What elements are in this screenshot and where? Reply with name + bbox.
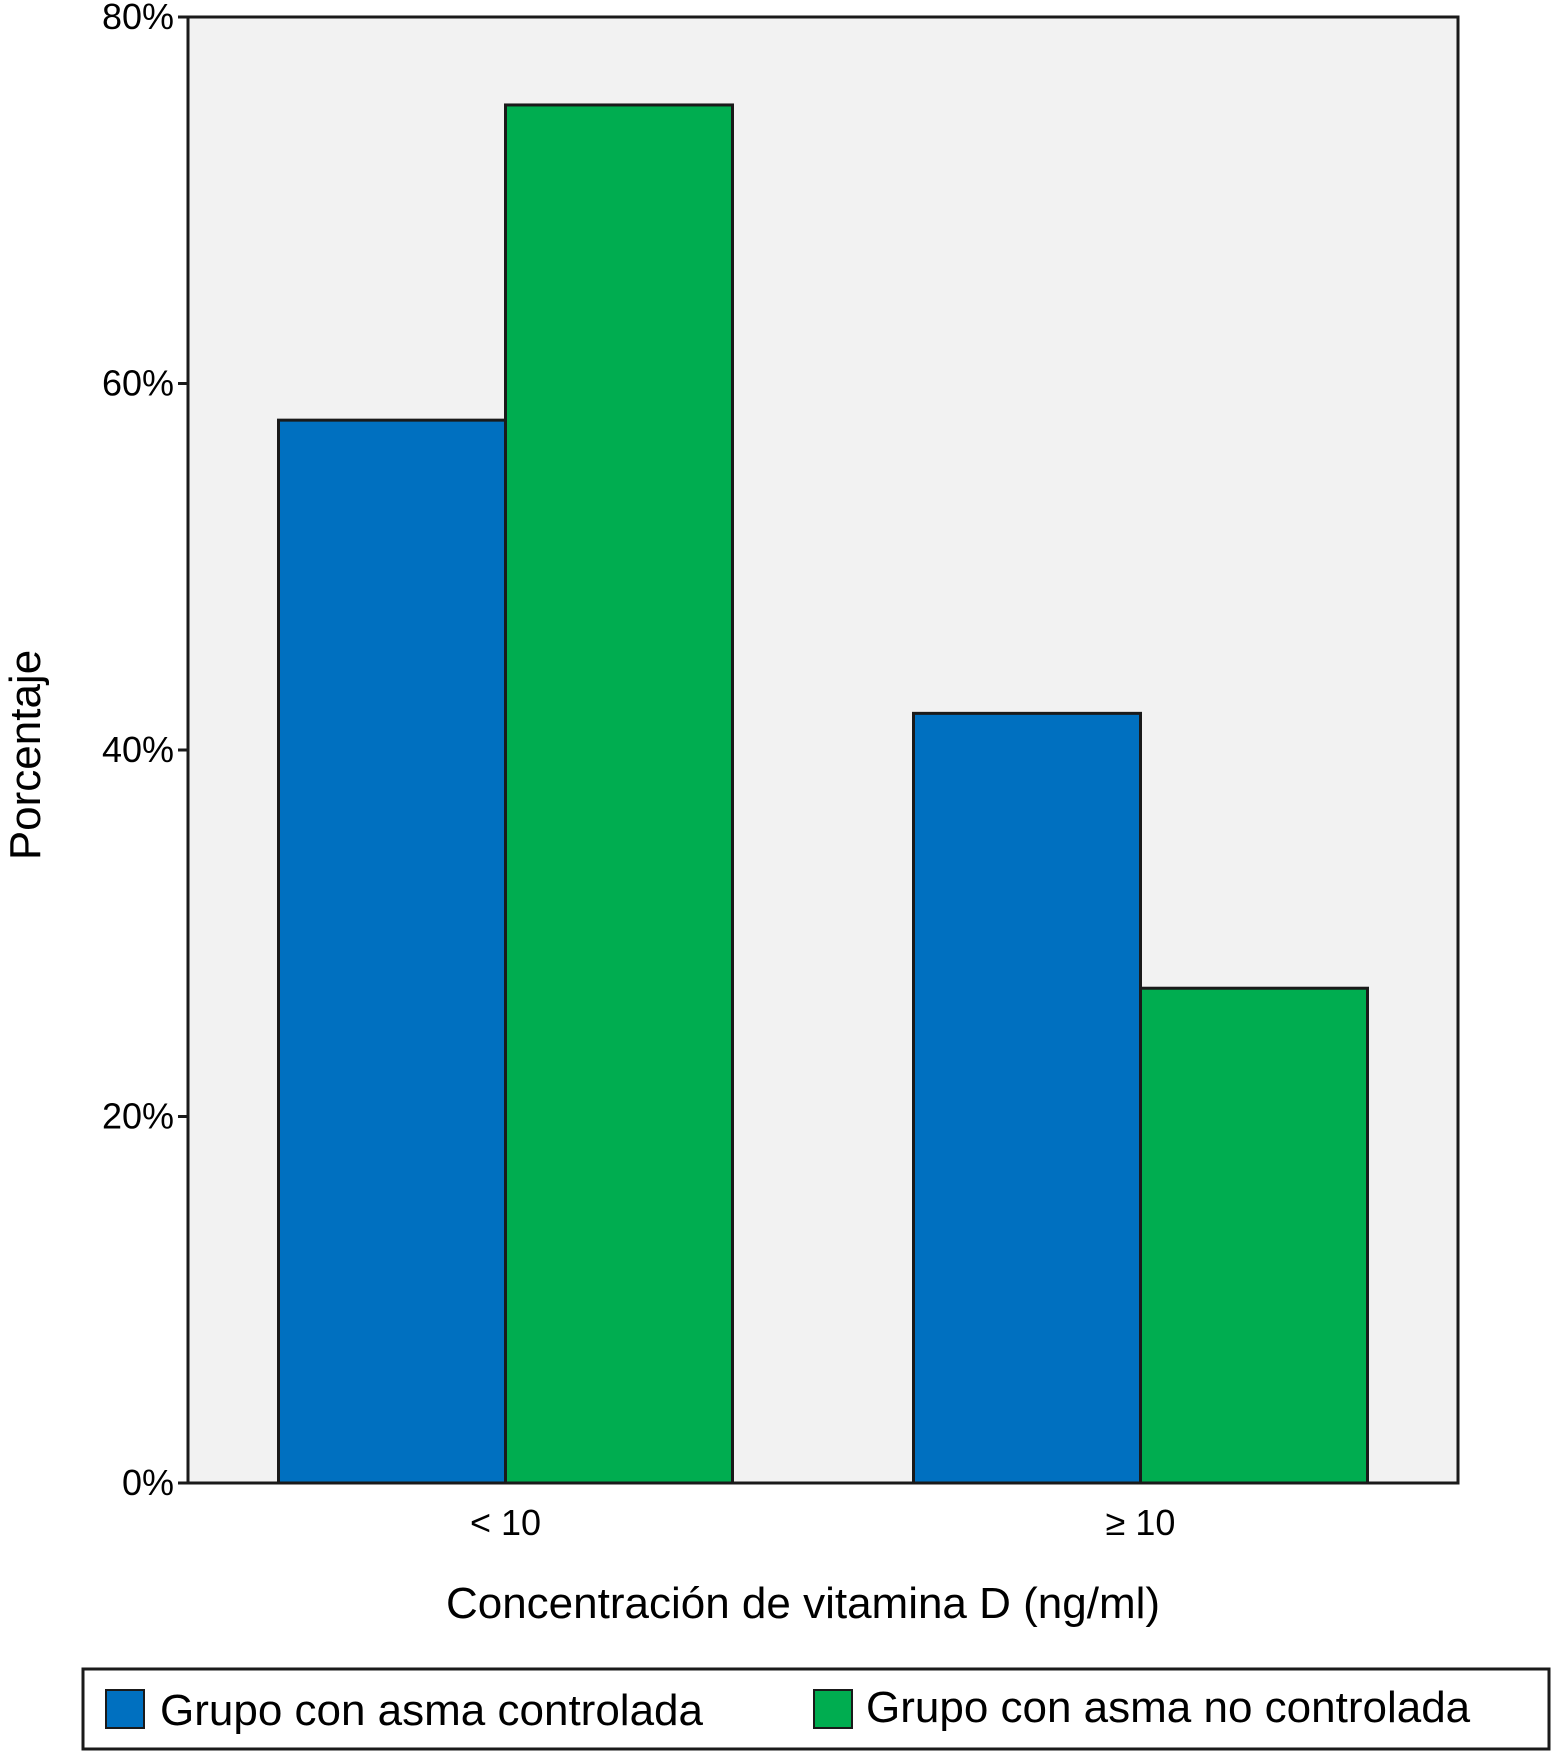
y-tick-label: 20%	[102, 1096, 174, 1137]
bars-layer	[277, 103, 1369, 1485]
y-tick-label: 40%	[102, 729, 174, 770]
legend-swatch-no-controlada	[813, 1689, 853, 1729]
y-axis-ticks: 0% 20% 40% 60% 80%	[102, 0, 188, 1503]
bar-controlada-2	[912, 711, 1142, 1485]
bar-controlada-1	[277, 418, 507, 1485]
bar-no-controlada-2	[1139, 986, 1369, 1485]
y-axis-title: Porcentaje	[1, 650, 50, 860]
bar-no-controlada-1	[504, 103, 734, 1485]
x-axis-title: Concentración de vitamina D (ng/ml)	[446, 1579, 1160, 1628]
y-tick-label: 0%	[122, 1462, 174, 1503]
x-axis-ticks: < 10 ≥ 10	[470, 1502, 1175, 1543]
x-tick-label: < 10	[470, 1502, 541, 1543]
legend-label-controlada: Grupo con asma controlada	[160, 1686, 704, 1735]
x-tick-label: ≥ 10	[1106, 1502, 1176, 1543]
legend-label-no-controlada: Grupo con asma no controlada	[866, 1683, 1471, 1732]
y-tick-label: 60%	[102, 363, 174, 404]
y-tick-label: 80%	[102, 0, 174, 37]
legend: Grupo con asma controlada Grupo con asma…	[81, 1667, 1551, 1751]
legend-swatch-controlada	[105, 1689, 145, 1729]
